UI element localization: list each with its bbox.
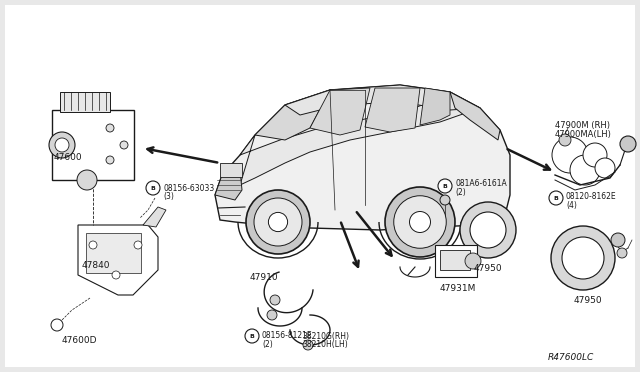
Polygon shape [310,88,370,135]
Circle shape [438,179,452,193]
Circle shape [49,132,75,158]
Circle shape [55,138,69,152]
Circle shape [570,155,600,185]
Text: 38210G(RH): 38210G(RH) [302,331,349,340]
Text: (4): (4) [566,201,577,209]
Text: 47950: 47950 [474,264,502,273]
Circle shape [270,295,280,305]
Circle shape [394,196,446,248]
Polygon shape [240,95,480,185]
Text: 47931M: 47931M [440,284,476,293]
Circle shape [89,241,97,249]
Circle shape [595,158,615,178]
Circle shape [120,141,128,149]
Circle shape [51,319,63,331]
Circle shape [440,195,450,205]
Bar [435,245,477,277]
Text: 47950: 47950 [574,296,603,305]
Circle shape [268,212,287,232]
Polygon shape [78,225,158,295]
Circle shape [267,310,277,320]
Text: 47600: 47600 [54,153,83,162]
Circle shape [583,143,607,167]
Circle shape [410,212,431,232]
Circle shape [551,226,615,290]
Text: 08156-8121E: 08156-8121E [262,331,312,340]
Circle shape [112,271,120,279]
Circle shape [617,248,627,258]
Circle shape [134,241,142,249]
Circle shape [254,198,302,246]
Polygon shape [215,170,242,200]
Bar [220,163,242,177]
Circle shape [246,190,310,254]
Text: 47900MA(LH): 47900MA(LH) [555,129,612,138]
Circle shape [465,253,481,269]
Circle shape [562,237,604,279]
Polygon shape [420,88,450,125]
Circle shape [611,233,625,247]
Circle shape [559,134,571,146]
Text: 38210H(LH): 38210H(LH) [302,340,348,349]
Text: B: B [554,196,559,201]
Text: 47600D: 47600D [62,336,97,345]
Bar [52,110,134,180]
Polygon shape [450,92,500,140]
Text: 47900M (RH): 47900M (RH) [555,121,610,129]
Text: B: B [250,334,255,339]
Polygon shape [143,207,166,227]
Text: B: B [150,186,156,190]
Text: 08156-63033: 08156-63033 [163,183,214,192]
Text: (3): (3) [163,192,174,201]
Circle shape [245,329,259,343]
Circle shape [106,156,114,164]
Polygon shape [285,85,480,115]
Circle shape [146,181,160,195]
Bar [86,233,141,273]
Text: B: B [443,183,447,189]
Text: 081A6-6161A: 081A6-6161A [455,179,507,187]
Text: 47910: 47910 [250,273,278,282]
Circle shape [470,212,506,248]
Bar [440,250,470,270]
Text: (2): (2) [455,187,466,196]
Circle shape [106,124,114,132]
Text: 08120-8162E: 08120-8162E [566,192,616,201]
Polygon shape [215,85,510,230]
Text: (2): (2) [262,340,273,349]
Text: R47600LC: R47600LC [548,353,595,362]
Polygon shape [255,90,330,140]
Circle shape [303,340,313,350]
Circle shape [552,137,588,173]
Circle shape [620,136,636,152]
Text: 47840: 47840 [82,260,111,269]
Circle shape [549,191,563,205]
Circle shape [77,170,97,190]
Polygon shape [365,88,420,132]
Circle shape [460,202,516,258]
Bar [60,92,110,112]
Circle shape [385,187,455,257]
